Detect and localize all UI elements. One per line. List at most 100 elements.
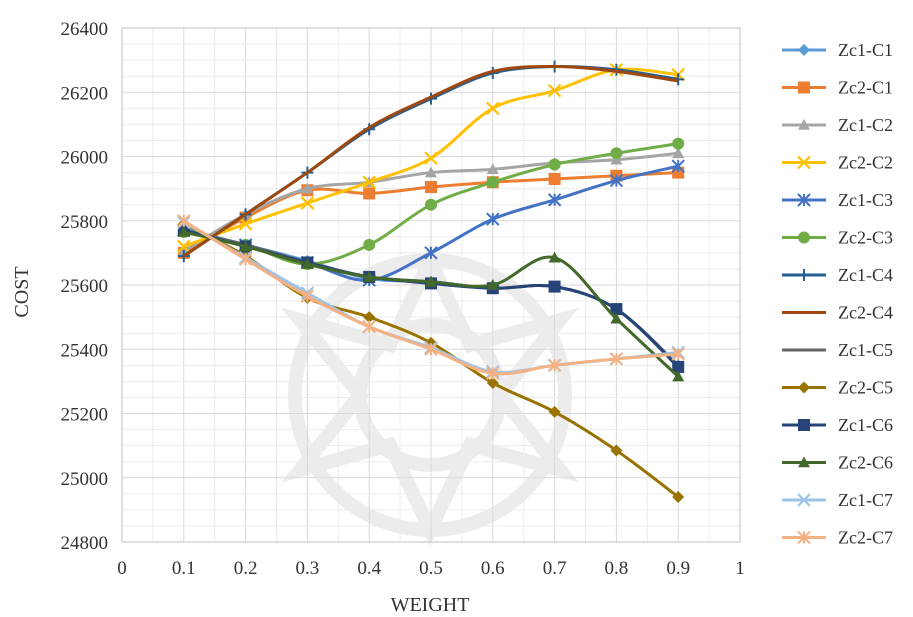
x-tick-label: 0.1: [172, 558, 196, 579]
data-point: [672, 147, 685, 159]
legend-item: Zc1-C2: [782, 115, 893, 135]
legend: Zc1-C1 Zc2-C1 Zc1-C2 Zc2-C2 Zc1-C3 Zc2-C3 Zc1-…: [782, 40, 893, 548]
legend-item: Zc2-C7: [782, 528, 893, 548]
legend-label: Zc2-C6: [838, 453, 893, 473]
y-tick-label: 26400: [61, 19, 109, 40]
data-point: [610, 312, 623, 324]
x-tick-label: 0.6: [481, 558, 505, 579]
data-point: [424, 246, 438, 260]
data-point: [671, 159, 685, 173]
legend-label: Zc1-C1: [838, 40, 893, 60]
data-point: [798, 44, 810, 56]
data-point: [486, 163, 499, 175]
data-point: [238, 252, 253, 267]
legend-label: Zc2-C4: [838, 303, 893, 323]
y-tick-label: 24800: [61, 533, 109, 554]
data-point: [798, 456, 810, 468]
x-tick-label: 1: [735, 558, 745, 579]
data-point: [425, 275, 437, 287]
data-point: [486, 376, 499, 389]
x-tick-label: 0.9: [666, 558, 690, 579]
legend-item: Zc2-C6: [782, 453, 893, 473]
y-axis-ticks: 24800 25000 25200 25400 25600 25800 26000 26200…: [61, 19, 109, 554]
data-point: [425, 181, 437, 194]
legend-item: Zc1-C7: [782, 490, 893, 510]
data-point: [424, 342, 438, 356]
legend-item: Zc1-C6: [782, 415, 893, 435]
data-point: [547, 193, 562, 207]
legend-label: Zc2-C3: [838, 228, 893, 248]
legend-label: Zc1-C4: [838, 265, 893, 285]
data-point: [177, 239, 191, 254]
data-point: [301, 258, 314, 269]
data-point: [548, 158, 561, 171]
data-point: [547, 83, 562, 98]
x-axis-ticks: 0 0.1 0.2 0.3 0.4 0.5 0.6 0.7 0.8 0.9 1: [117, 558, 745, 579]
y-tick-label: 25800: [61, 212, 109, 233]
x-tick-label: 0.5: [419, 558, 443, 579]
y-tick-label: 26000: [61, 148, 109, 169]
data-point: [609, 352, 624, 366]
data-point: [425, 166, 437, 178]
y-tick-label: 25000: [61, 469, 109, 490]
data-point: [486, 366, 500, 381]
data-point: [239, 240, 252, 252]
data-point: [177, 225, 190, 237]
data-point: [363, 238, 376, 251]
data-point: [798, 119, 810, 130]
data-point: [798, 381, 810, 394]
data-point: [424, 151, 438, 165]
series-zc2-c7: [177, 214, 685, 381]
data-point: [672, 137, 685, 150]
data-point: [671, 347, 685, 361]
data-point: [797, 530, 811, 545]
x-axis-title: WEIGHT: [391, 594, 470, 616]
y-tick-label: 25400: [61, 340, 109, 361]
data-point: [548, 172, 561, 185]
legend-item: Zc2-C1: [782, 78, 893, 98]
legend-label: Zc1-C6: [838, 415, 893, 435]
data-point: [486, 176, 499, 189]
series-line: [183, 219, 679, 376]
data-point: [548, 280, 561, 293]
legend-label: Zc1-C2: [838, 115, 893, 135]
data-point: [798, 231, 810, 244]
series-zc2-c4: [182, 65, 679, 258]
data-point: [610, 444, 623, 457]
data-point: [610, 303, 623, 316]
data-point: [548, 405, 561, 418]
data-point: [610, 147, 623, 160]
data-point: [486, 279, 499, 290]
data-point: [177, 214, 191, 228]
legend-label: Zc1-C7: [838, 490, 893, 510]
data-point: [300, 196, 315, 210]
legend-label: Zc2-C1: [838, 78, 893, 98]
data-point: [300, 289, 315, 303]
data-point: [797, 193, 811, 207]
data-point: [238, 217, 253, 231]
legend-item: Zc1-C1: [782, 40, 893, 60]
data-point: [486, 101, 500, 116]
series-line: [182, 65, 679, 258]
y-axis-title: COST: [11, 266, 33, 317]
y-tick-label: 26200: [61, 83, 109, 104]
series-zc2-c6: [177, 225, 685, 382]
data-point: [609, 173, 624, 188]
data-point: [672, 360, 685, 373]
data-point: [672, 370, 685, 382]
data-point: [672, 491, 685, 504]
data-point: [547, 358, 562, 373]
legend-label: Zc2-C5: [838, 378, 893, 398]
data-point: [362, 175, 376, 189]
legend-item: Zc2-C3: [782, 228, 893, 248]
legend-item: Zc1-C4: [782, 265, 893, 285]
data-point: [797, 155, 811, 170]
x-tick-label: 0.3: [296, 558, 320, 579]
x-tick-label: 0.4: [357, 558, 381, 579]
data-point: [363, 187, 376, 200]
data-point: [363, 270, 376, 282]
data-point: [798, 269, 810, 281]
legend-item: Zc1-C5: [782, 340, 893, 360]
y-tick-label: 25600: [61, 276, 109, 297]
